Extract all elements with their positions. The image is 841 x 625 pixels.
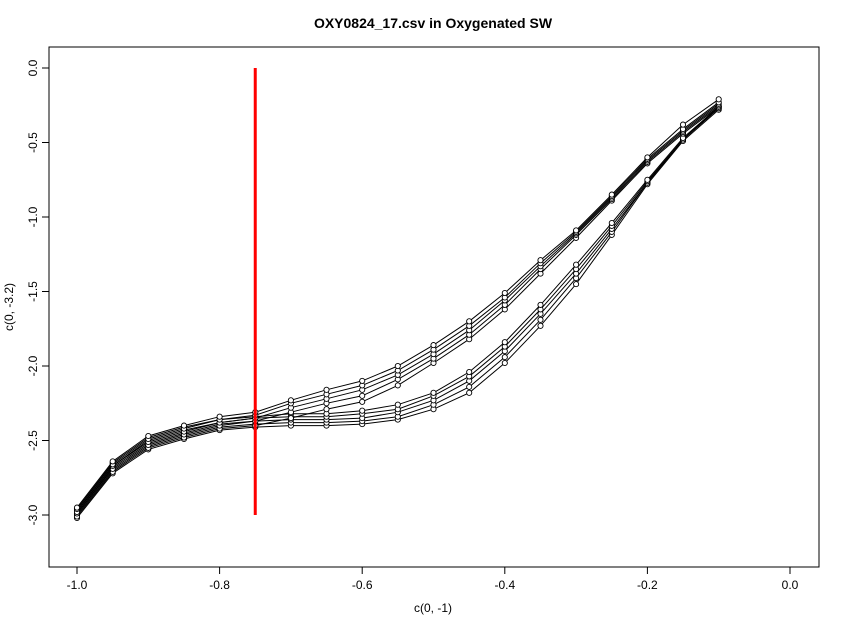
data-point — [608, 219, 615, 227]
series-4 — [73, 103, 722, 514]
data-point — [679, 121, 687, 128]
x-tick-label: -1.0 — [67, 578, 88, 592]
data-point — [359, 407, 366, 414]
data-point — [573, 281, 580, 288]
series-line — [76, 106, 720, 511]
series-8 — [73, 100, 722, 516]
y-axis: 0.0 -0.5 -1.0 -1.5 -2.0 -2.5 -3.0 — [26, 59, 50, 525]
data-point — [145, 432, 152, 440]
data-point — [466, 368, 473, 376]
series-3 — [73, 105, 722, 517]
series-9 — [73, 99, 722, 513]
data-point — [109, 458, 116, 465]
y-tick-label: 0.0 — [26, 59, 40, 76]
data-point — [573, 227, 580, 234]
series-line — [76, 98, 719, 508]
x-tick-label: -0.4 — [494, 578, 515, 592]
data-point — [180, 422, 188, 429]
data-point — [501, 339, 508, 346]
data-point — [430, 389, 437, 396]
data-point — [537, 322, 544, 329]
x-tick-label: -0.2 — [637, 578, 658, 592]
series-1 — [73, 106, 722, 522]
y-axis-label: c(0, -3.2) — [2, 283, 16, 331]
data-point — [287, 397, 294, 404]
data-point — [537, 316, 544, 323]
data-point — [430, 342, 437, 349]
data-point — [359, 377, 366, 384]
series-line — [76, 109, 720, 519]
data-point — [537, 257, 544, 264]
x-tick-label: 0.0 — [782, 578, 799, 592]
data-point — [501, 359, 508, 367]
data-point — [323, 406, 330, 413]
data-point — [359, 398, 366, 405]
series-7 — [73, 102, 722, 517]
y-tick-label: -0.5 — [26, 132, 40, 153]
series-5 — [73, 103, 722, 513]
data-point — [394, 401, 401, 408]
data-point — [466, 318, 473, 325]
data-point — [466, 389, 473, 396]
series-line — [76, 106, 720, 517]
series-2 — [73, 105, 722, 519]
data-point — [287, 415, 294, 422]
data-point — [466, 383, 473, 390]
data-point — [501, 354, 508, 361]
y-tick-label: -3.0 — [26, 504, 40, 525]
data-point — [573, 261, 580, 268]
data-point — [394, 382, 401, 389]
y-tick-label: -1.0 — [26, 206, 40, 227]
data-point — [73, 504, 81, 511]
y-tick-label: -1.5 — [26, 281, 40, 302]
series-layer — [73, 96, 722, 522]
x-axis-label: c(0, -1) — [414, 601, 452, 615]
y-tick-label: -2.5 — [26, 430, 40, 451]
data-point — [323, 386, 330, 393]
x-axis: -1.0 -0.8 -0.6 -0.4 -0.2 0.0 — [67, 566, 799, 592]
data-point — [644, 154, 651, 161]
series-line — [76, 106, 720, 510]
series-line — [76, 103, 720, 513]
series-10 — [73, 96, 722, 511]
series-line — [76, 104, 720, 514]
data-point — [715, 96, 722, 103]
y-tick-label: -2.0 — [26, 355, 40, 376]
data-point — [608, 191, 615, 198]
data-point — [501, 289, 508, 297]
series-line — [76, 107, 720, 516]
data-point — [644, 176, 651, 183]
x-tick-label: -0.6 — [352, 578, 373, 592]
series-line — [76, 107, 720, 514]
data-point — [359, 392, 366, 399]
x-tick-label: -0.8 — [209, 578, 230, 592]
plot-frame — [48, 46, 820, 568]
data-point — [216, 413, 223, 420]
chart-title: OXY0824_17.csv in Oxygenated SW — [314, 15, 553, 31]
data-point — [394, 362, 401, 370]
series-6 — [73, 103, 722, 520]
series-line — [76, 101, 720, 510]
data-point — [537, 301, 544, 308]
